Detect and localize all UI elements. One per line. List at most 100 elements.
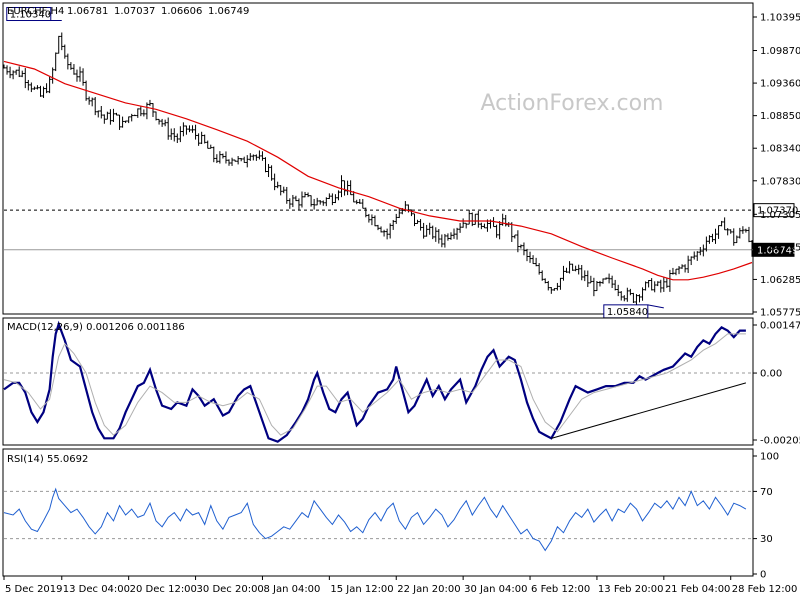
price-bar (479, 222, 483, 230)
price-bar (87, 96, 91, 105)
price-bar (531, 255, 535, 265)
price-bar (282, 186, 286, 194)
price-bar (528, 251, 532, 263)
price-bar (194, 124, 198, 140)
price-bar (409, 209, 413, 217)
price-bar (157, 118, 161, 125)
price-bar (276, 181, 280, 189)
price-bar (105, 111, 109, 120)
price-bar (452, 228, 456, 239)
price-bar (181, 122, 185, 137)
macd-panel-frame (2, 317, 754, 446)
price-bar (704, 236, 708, 252)
price-bar (14, 69, 18, 75)
price-bar (565, 267, 569, 273)
price-bar (221, 153, 225, 159)
price-bar (379, 226, 383, 233)
price-bar (482, 223, 486, 229)
price-bar (726, 228, 730, 236)
price-bar (461, 218, 465, 228)
price-bar (23, 68, 27, 89)
price-bar (610, 275, 614, 289)
price-bar (203, 134, 207, 144)
price-bar (215, 154, 219, 164)
price-bar (747, 226, 751, 243)
price-annotation-label: 1.05840 (607, 307, 648, 318)
price-bar (522, 242, 526, 256)
price-bar (154, 111, 158, 121)
x-tick-label: 30 Dec 20:00 (197, 584, 264, 595)
price-bar (178, 126, 182, 143)
price-bar (66, 53, 70, 70)
price-bar (8, 66, 12, 79)
moving-average (3, 60, 753, 281)
price-bar (619, 291, 623, 301)
price-levels: 1.07370 1.06749 (4, 203, 798, 257)
price-bar (78, 66, 82, 82)
price-bar (662, 277, 666, 292)
price-bar (230, 157, 234, 166)
price-bar (312, 198, 316, 210)
price-bar (166, 117, 170, 140)
price-bar (270, 165, 274, 181)
price-bar (251, 154, 255, 161)
x-tick-label: 13 Feb 20:00 (598, 584, 664, 595)
x-tick-label: 13 Dec 04:00 (63, 584, 130, 595)
watermark: ActionForex.com (481, 91, 664, 116)
price-bar (191, 125, 195, 133)
price-bar (81, 68, 85, 86)
price-bar (212, 146, 216, 163)
price-bar (501, 213, 505, 226)
price-bar (309, 195, 313, 207)
price-bar (248, 153, 252, 161)
price-bar (561, 265, 565, 281)
price-bar (260, 151, 264, 161)
price-tick-label: 1.08340 (760, 144, 800, 155)
price-bar (90, 97, 94, 107)
x-tick-label: 5 Dec 2019 (5, 584, 63, 595)
price-bar (364, 207, 368, 218)
price-bar (604, 277, 608, 280)
price-bar (60, 32, 64, 51)
price-bar (224, 151, 228, 164)
price-bar (741, 226, 745, 234)
price-bar (473, 213, 477, 225)
price-bar (300, 191, 304, 208)
price-bar (187, 125, 191, 133)
price-bar (674, 268, 678, 276)
x-tick-label: 28 Feb 12:00 (732, 584, 798, 595)
price-bar (692, 251, 696, 260)
price-bar (376, 224, 380, 231)
price-chart-title: EURCHF,H4 (7, 6, 64, 17)
price-bar (571, 263, 575, 271)
price-bar (197, 133, 201, 146)
price-bar (717, 225, 721, 239)
price-bar (558, 277, 562, 290)
price-bar (32, 86, 36, 90)
price-bar (169, 128, 173, 140)
price-bar (20, 70, 24, 78)
price-bar (577, 264, 581, 275)
price-bar (160, 118, 164, 127)
price-bar (546, 280, 550, 291)
price-bar (689, 256, 693, 266)
price-bar (720, 220, 724, 227)
price-bar (406, 204, 410, 213)
price-bar (288, 198, 292, 209)
price-bar (54, 52, 58, 72)
price-bar (723, 217, 727, 231)
price-bar (2, 64, 6, 69)
price-bar (425, 224, 429, 237)
price-bar (431, 225, 435, 240)
price-bar (209, 144, 213, 149)
price-bar (650, 278, 654, 291)
price-tick-label: 1.06285 (760, 275, 800, 286)
price-bar (671, 267, 675, 275)
price-bar (370, 214, 374, 226)
price-bar (680, 264, 684, 269)
price-bar (42, 86, 46, 98)
macd-title: MACD(12,26,9) 0.001206 0.001186 (7, 322, 185, 333)
price-bar (443, 233, 447, 248)
price-bar (349, 180, 353, 196)
